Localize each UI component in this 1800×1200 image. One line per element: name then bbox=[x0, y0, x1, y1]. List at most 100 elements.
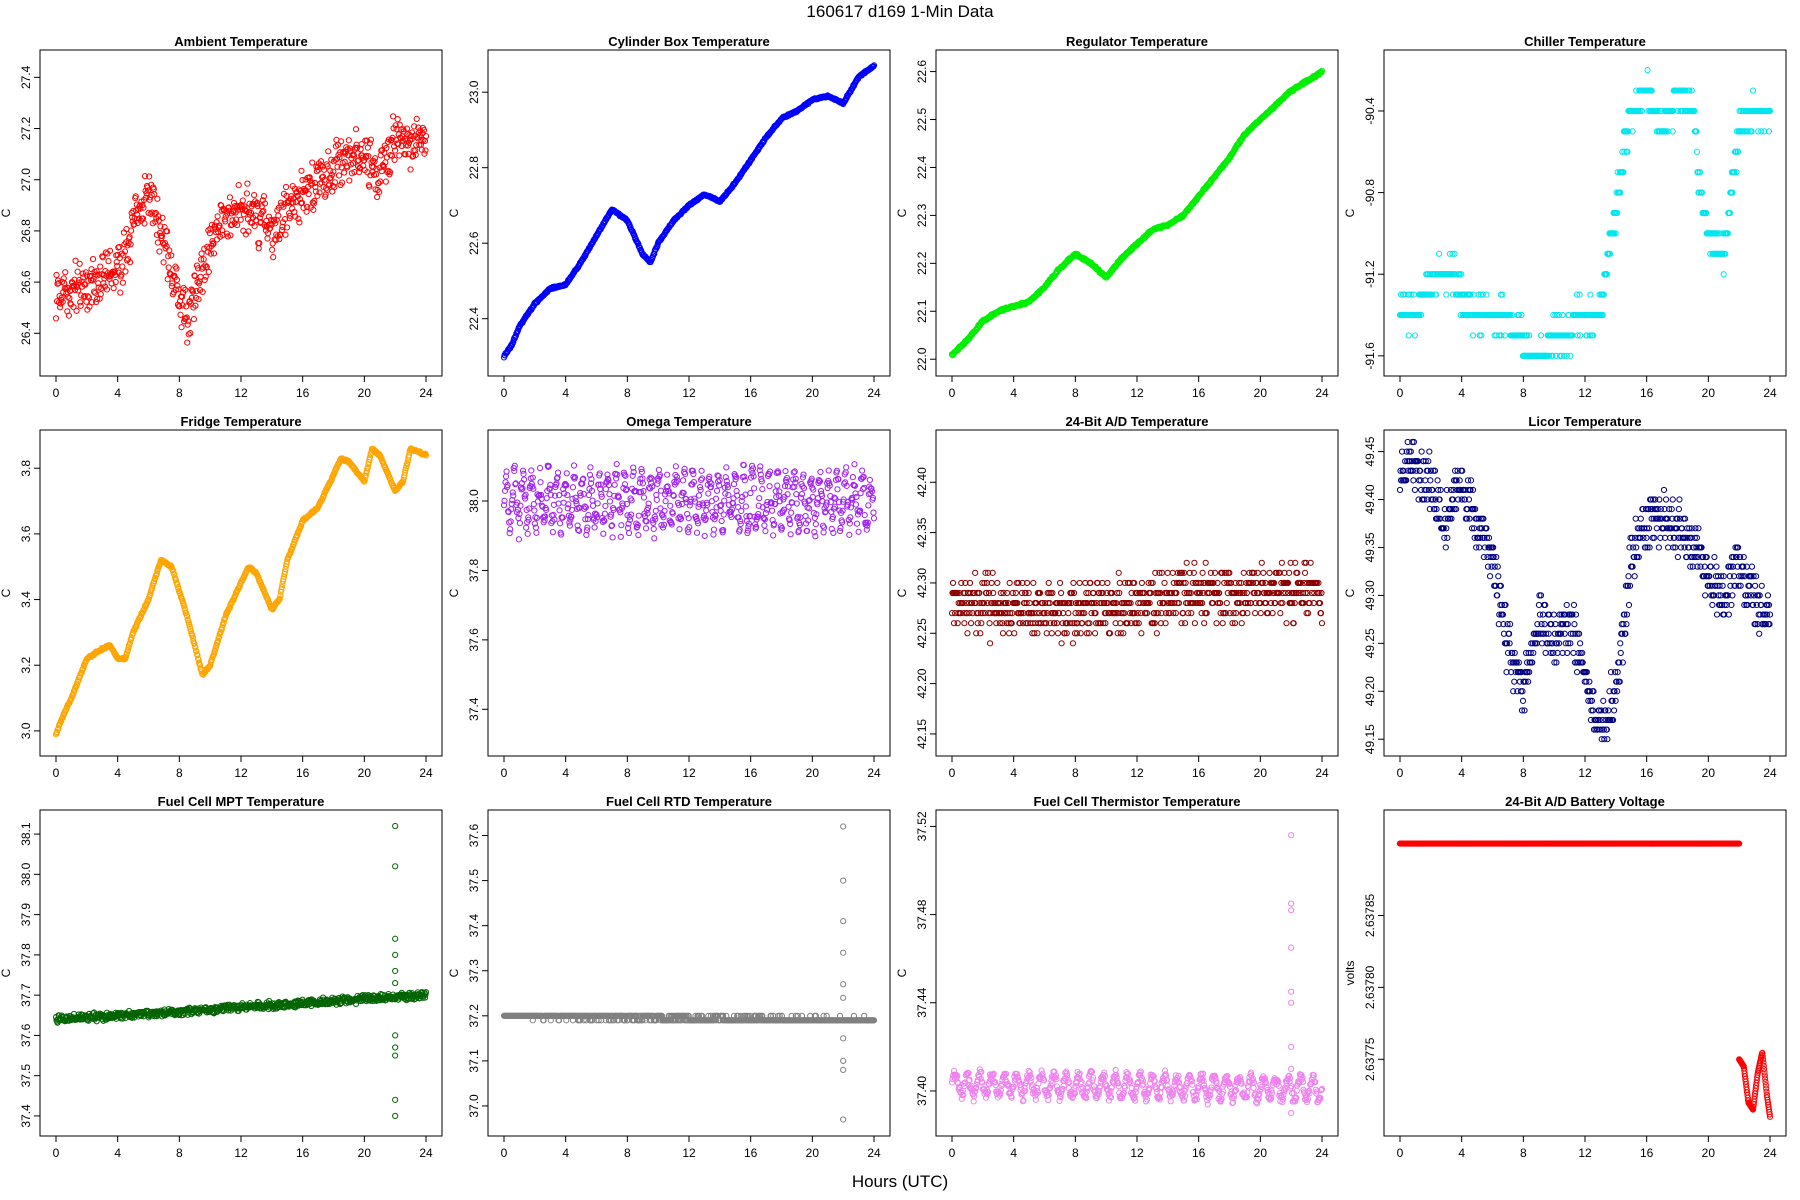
data-point bbox=[126, 233, 133, 241]
data-point bbox=[1183, 559, 1190, 566]
data-point bbox=[964, 630, 971, 637]
data-point bbox=[812, 520, 819, 528]
data-point bbox=[180, 284, 187, 292]
data-point bbox=[123, 257, 131, 264]
data-point bbox=[861, 511, 868, 519]
data-point bbox=[762, 527, 769, 535]
data-point bbox=[396, 152, 403, 159]
data-point bbox=[110, 285, 117, 292]
data-point bbox=[851, 461, 858, 468]
data-points bbox=[1396, 67, 1774, 359]
data-point bbox=[679, 477, 687, 484]
data-point bbox=[710, 531, 717, 538]
data-point bbox=[640, 494, 648, 501]
data-point bbox=[865, 502, 872, 509]
x-tick-label: 0 bbox=[53, 766, 60, 780]
y-tick-label: -91.6 bbox=[1363, 342, 1377, 370]
x-tick-label: 4 bbox=[1010, 386, 1017, 400]
data-point bbox=[183, 314, 190, 321]
data-point bbox=[131, 221, 138, 228]
data-point bbox=[522, 491, 529, 498]
data-point bbox=[1054, 630, 1062, 637]
data-point bbox=[1191, 559, 1198, 566]
data-point bbox=[870, 509, 877, 516]
data-point bbox=[1104, 579, 1111, 587]
data-point bbox=[986, 640, 994, 647]
data-point bbox=[210, 240, 217, 248]
data-point bbox=[201, 276, 208, 284]
data-point bbox=[114, 262, 121, 269]
y-tick-label: 3.8 bbox=[19, 460, 33, 477]
plot-title: Cylinder Box Temperature bbox=[608, 34, 770, 49]
data-point bbox=[1559, 311, 1566, 319]
data-point bbox=[1153, 630, 1160, 637]
y-tick-label: 42.30 bbox=[915, 568, 929, 598]
data-point bbox=[345, 137, 352, 144]
data-point bbox=[601, 510, 608, 517]
y-tick-label: 27.2 bbox=[19, 117, 33, 141]
figure-title: 160617 d169 1-Min Data bbox=[806, 2, 994, 21]
data-point bbox=[556, 520, 564, 527]
x-tick-label: 8 bbox=[624, 766, 631, 780]
y-tick-label: 22.6 bbox=[915, 60, 929, 84]
data-point bbox=[98, 285, 105, 292]
data-point bbox=[870, 515, 878, 522]
x-tick-label: 24 bbox=[1763, 386, 1777, 400]
data-point bbox=[742, 503, 749, 510]
data-point bbox=[782, 467, 789, 475]
data-point bbox=[96, 271, 103, 278]
data-point bbox=[86, 303, 93, 310]
data-point bbox=[536, 464, 544, 472]
data-point bbox=[1469, 332, 1477, 339]
data-point bbox=[97, 291, 104, 298]
data-point bbox=[174, 282, 181, 289]
data-point bbox=[718, 517, 725, 525]
data-point bbox=[70, 304, 77, 311]
data-point bbox=[664, 471, 671, 478]
data-point bbox=[722, 490, 729, 497]
data-point bbox=[116, 243, 123, 251]
data-point bbox=[1436, 250, 1443, 257]
data-points bbox=[500, 460, 878, 543]
data-point bbox=[421, 150, 428, 157]
data-point bbox=[413, 115, 420, 122]
data-point bbox=[642, 525, 650, 532]
data-point bbox=[71, 276, 78, 283]
data-point bbox=[184, 321, 191, 328]
y-tick-label: 42.20 bbox=[915, 668, 929, 698]
data-point bbox=[374, 193, 381, 201]
data-point bbox=[1644, 67, 1651, 74]
data-point bbox=[1058, 640, 1065, 647]
data-point bbox=[112, 278, 119, 286]
data-point bbox=[609, 534, 616, 541]
data-point bbox=[132, 193, 139, 200]
data-point bbox=[394, 116, 401, 123]
x-tick-label: 8 bbox=[1072, 766, 1079, 780]
plot-frame bbox=[39, 49, 443, 377]
data-point bbox=[570, 462, 578, 469]
x-tick-label: 0 bbox=[53, 386, 60, 400]
data-point bbox=[852, 501, 860, 508]
data-point bbox=[1091, 630, 1099, 637]
data-points bbox=[500, 62, 878, 361]
data-point bbox=[127, 259, 134, 266]
data-point bbox=[866, 476, 873, 484]
data-points bbox=[948, 67, 1326, 359]
plot-title: Ambient Temperature bbox=[174, 34, 307, 49]
data-point bbox=[282, 183, 290, 191]
data-point bbox=[516, 520, 524, 527]
x-tick-label: 16 bbox=[296, 766, 310, 780]
data-point bbox=[1006, 579, 1013, 587]
data-point bbox=[192, 302, 199, 309]
data-point bbox=[128, 227, 135, 234]
data-point bbox=[182, 286, 189, 293]
x-tick-label: 0 bbox=[949, 386, 956, 400]
x-tick-label: 0 bbox=[949, 766, 956, 780]
y-tick-label: 37.4 bbox=[467, 697, 481, 721]
x-tick-label: 12 bbox=[234, 386, 248, 400]
data-point bbox=[270, 254, 277, 261]
data-point bbox=[1182, 620, 1189, 627]
data-point bbox=[635, 531, 642, 539]
data-point bbox=[761, 522, 768, 529]
